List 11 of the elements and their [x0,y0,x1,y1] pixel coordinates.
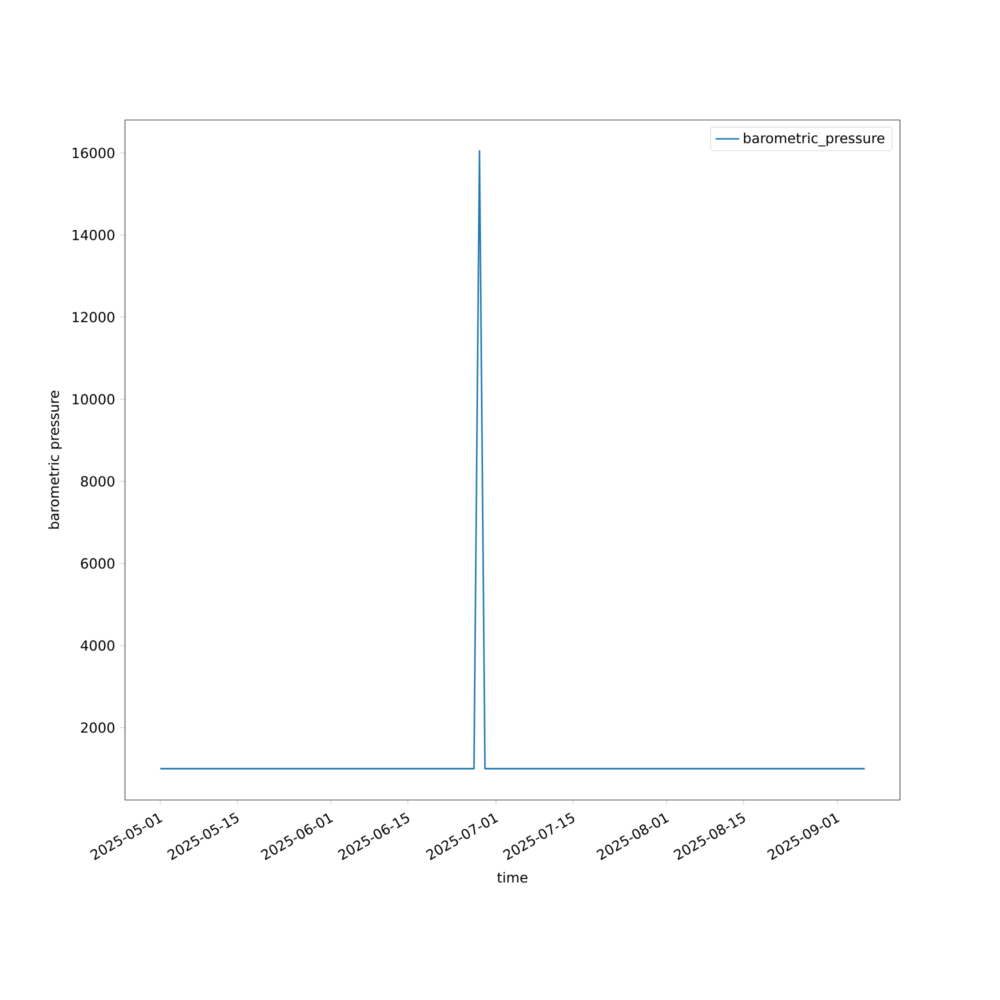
legend-label: barometric_pressure [744,132,884,146]
y-axis-title: barometric pressure [48,390,62,529]
y-tick-label: 6000 [81,558,114,569]
x-axis-title: time [497,872,528,883]
y-tick-label: 14000 [72,230,114,240]
y-tick-label: 2000 [81,722,114,733]
y-tick-label: 4000 [80,640,114,651]
y-tick-label: 12000 [72,312,114,322]
y-tick-label: 16000 [72,148,114,158]
y-tick-label: 10000 [72,394,114,404]
y-tick-label: 8000 [80,476,114,487]
